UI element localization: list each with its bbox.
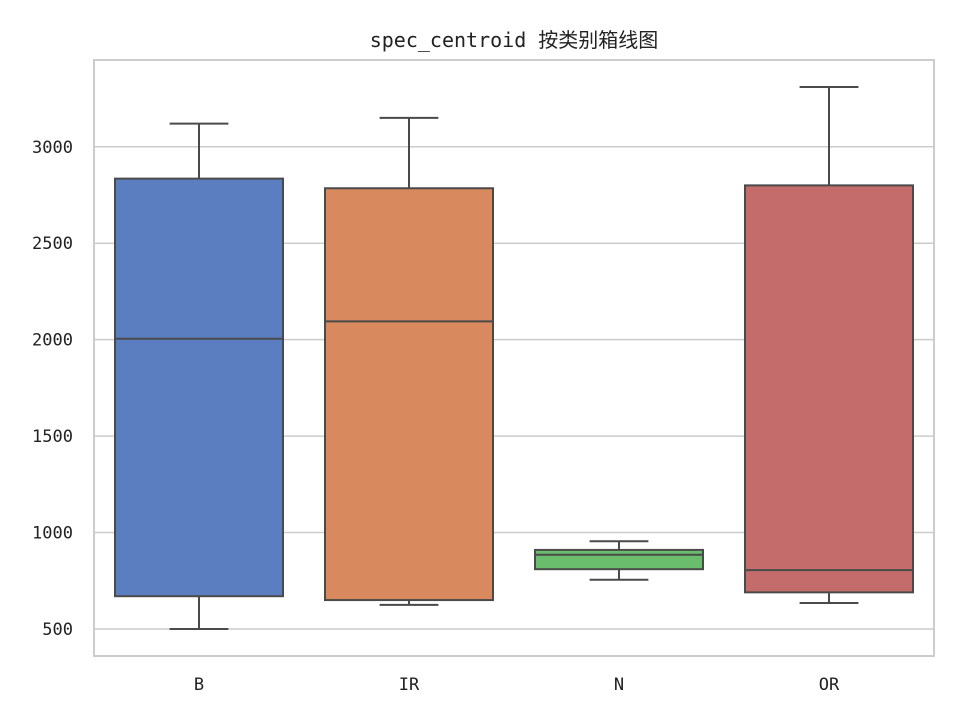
x-tick-label: N [614,675,624,695]
box-group-or [744,86,914,604]
y-tick-label: 2000 [32,331,73,351]
plot-frame [93,59,935,657]
x-tick-label: IR [399,675,420,695]
y-tick-label: 2500 [32,234,73,254]
y-tick-label: 3000 [32,138,73,158]
box-group-ir [324,116,494,606]
x-tick-label: B [194,675,204,695]
x-axis-ticks: B IR N OR [194,675,840,695]
chart-title: spec_centroid 按类别箱线图 [370,28,659,52]
box-group-n [534,540,704,581]
box-b [114,177,284,598]
box-series [114,86,914,630]
box-or [744,184,914,594]
y-tick-label: 1500 [32,427,73,447]
y-axis-ticks: 500 1000 1500 2000 2500 3000 [32,138,73,640]
y-tick-label: 1000 [32,524,73,544]
x-tick-label: OR [819,675,840,695]
box-n [534,548,704,571]
box-group-b [114,122,284,630]
y-tick-label: 500 [42,620,73,640]
box-ir [324,187,494,602]
